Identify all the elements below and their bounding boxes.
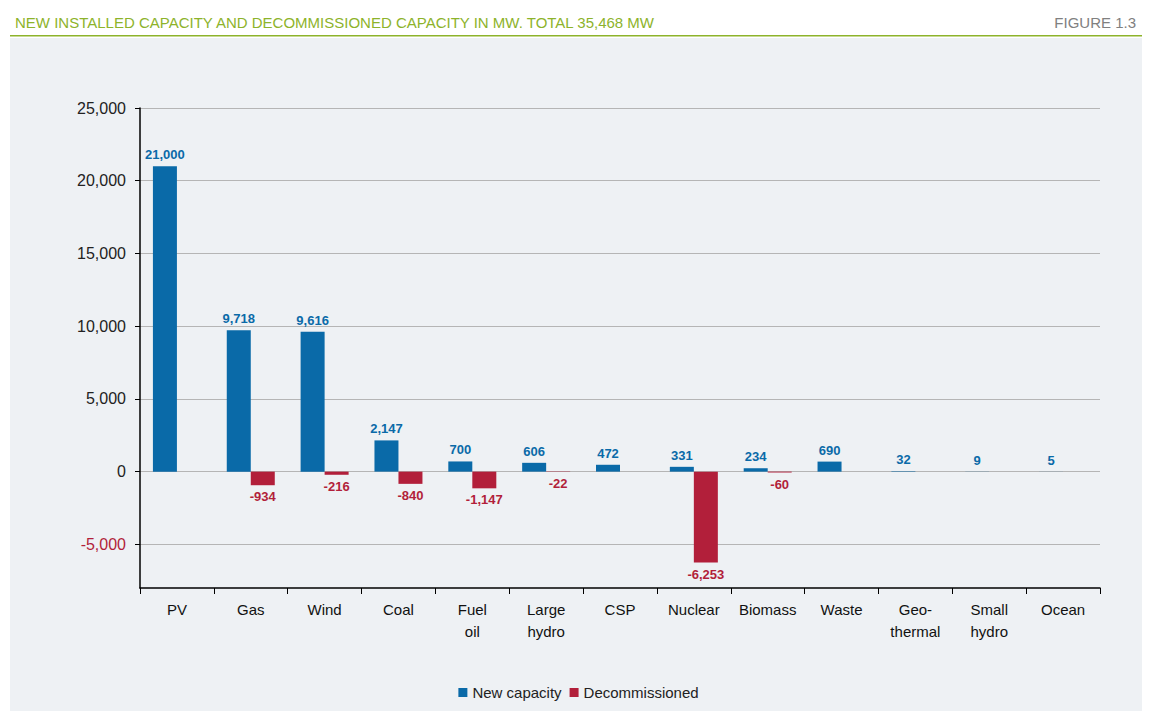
svg-text:331: 331 bbox=[671, 448, 693, 463]
svg-text:CSP: CSP bbox=[605, 601, 636, 618]
svg-text:21,000: 21,000 bbox=[145, 147, 185, 162]
svg-text:690: 690 bbox=[819, 443, 841, 458]
svg-text:-5,000: -5,000 bbox=[81, 536, 126, 553]
svg-text:25,000: 25,000 bbox=[77, 100, 126, 117]
svg-text:Coal: Coal bbox=[383, 601, 414, 618]
svg-text:Ocean: Ocean bbox=[1041, 601, 1085, 618]
svg-text:Wind: Wind bbox=[308, 601, 342, 618]
svg-text:32: 32 bbox=[896, 452, 910, 467]
svg-text:-6,253: -6,253 bbox=[687, 567, 724, 582]
svg-text:2,147: 2,147 bbox=[370, 421, 403, 436]
svg-text:-216: -216 bbox=[324, 479, 350, 494]
svg-text:NEW INSTALLED CAPACITY AND DEC: NEW INSTALLED CAPACITY AND DECOMMISSIONE… bbox=[15, 14, 655, 31]
svg-text:10,000: 10,000 bbox=[77, 318, 126, 335]
svg-text:5,000: 5,000 bbox=[86, 390, 126, 407]
svg-text:thermal: thermal bbox=[890, 623, 940, 640]
svg-text:-840: -840 bbox=[397, 488, 423, 503]
svg-text:5: 5 bbox=[1047, 453, 1054, 468]
svg-text:Gas: Gas bbox=[237, 601, 265, 618]
svg-text:0: 0 bbox=[117, 463, 126, 480]
svg-text:-1,147: -1,147 bbox=[466, 492, 503, 507]
svg-text:hydro: hydro bbox=[970, 623, 1008, 640]
svg-text:9: 9 bbox=[974, 453, 981, 468]
svg-text:oil: oil bbox=[465, 623, 480, 640]
svg-text:-22: -22 bbox=[549, 476, 568, 491]
svg-text:New capacity: New capacity bbox=[472, 684, 562, 701]
svg-text:Fuel: Fuel bbox=[458, 601, 487, 618]
svg-text:Geo-: Geo- bbox=[899, 601, 932, 618]
svg-text:Biomass: Biomass bbox=[739, 601, 797, 618]
svg-text:PV: PV bbox=[167, 601, 187, 618]
svg-text:-934: -934 bbox=[250, 489, 277, 504]
svg-text:FIGURE 1.3: FIGURE 1.3 bbox=[1054, 14, 1136, 31]
svg-text:9,718: 9,718 bbox=[222, 311, 255, 326]
svg-text:20,000: 20,000 bbox=[77, 172, 126, 189]
svg-text:Nuclear: Nuclear bbox=[668, 601, 720, 618]
svg-text:472: 472 bbox=[597, 446, 619, 461]
svg-text:Waste: Waste bbox=[821, 601, 863, 618]
svg-text:Small: Small bbox=[970, 601, 1008, 618]
svg-text:606: 606 bbox=[523, 444, 545, 459]
svg-text:234: 234 bbox=[745, 449, 767, 464]
svg-text:9,616: 9,616 bbox=[296, 313, 329, 328]
svg-text:Decommissioned: Decommissioned bbox=[584, 684, 699, 701]
svg-text:-60: -60 bbox=[770, 477, 789, 492]
svg-text:15,000: 15,000 bbox=[77, 245, 126, 262]
svg-text:hydro: hydro bbox=[527, 623, 565, 640]
svg-text:700: 700 bbox=[449, 442, 471, 457]
svg-text:Large: Large bbox=[527, 601, 565, 618]
